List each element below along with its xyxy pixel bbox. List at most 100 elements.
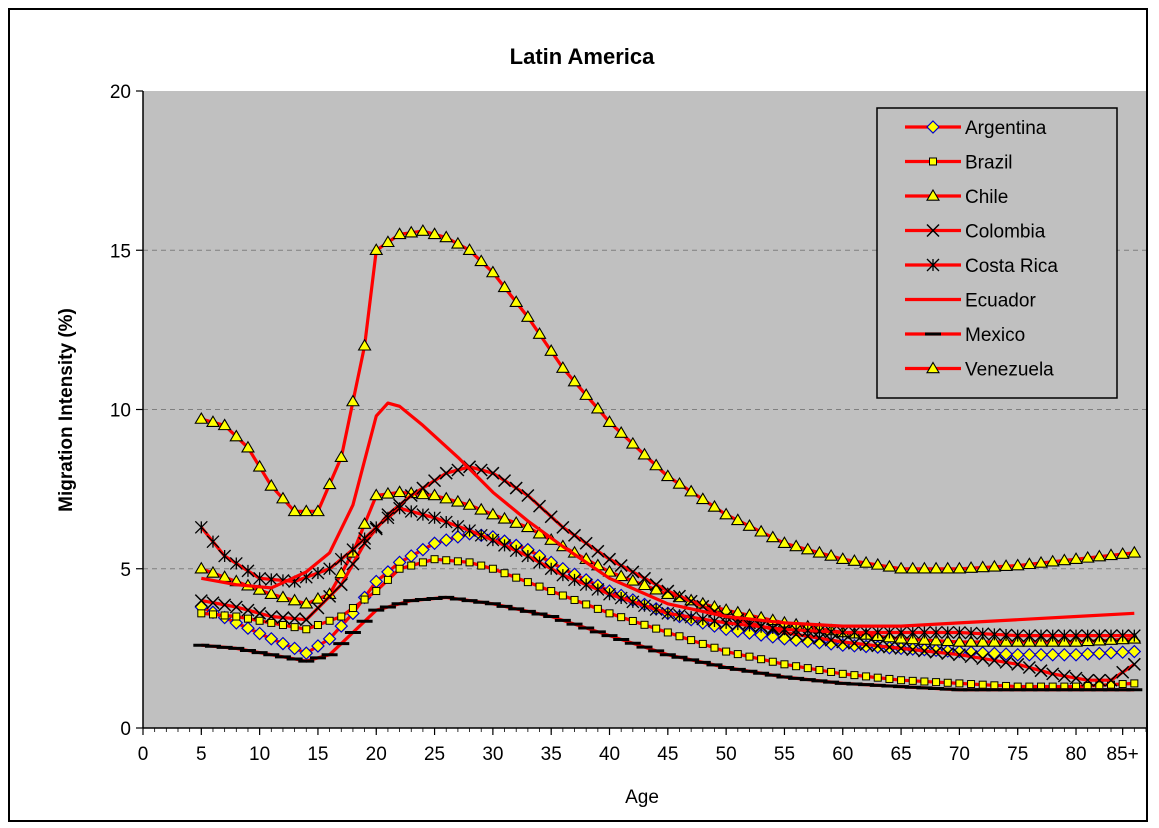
x-tick-label-2: 10 xyxy=(249,744,270,765)
data-point xyxy=(486,466,500,480)
data-point xyxy=(1034,629,1048,643)
data-point xyxy=(544,344,559,356)
data-point xyxy=(614,569,629,582)
data-point xyxy=(754,628,768,642)
data-point xyxy=(882,640,896,654)
data-point xyxy=(302,625,311,634)
data-point xyxy=(218,549,232,563)
data-point xyxy=(322,477,337,490)
data-point xyxy=(358,532,372,545)
x-tick-label-3: 15 xyxy=(307,744,328,765)
data-point xyxy=(567,374,582,387)
data-point xyxy=(1022,660,1036,675)
legend-label: Costa Rica xyxy=(965,256,1058,277)
data-point xyxy=(987,559,1002,572)
data-point xyxy=(264,631,279,646)
data-point xyxy=(1104,645,1118,660)
data-point xyxy=(1057,647,1072,662)
data-point xyxy=(418,558,427,567)
data-point xyxy=(917,561,932,574)
data-point xyxy=(964,650,978,664)
data-point xyxy=(1115,645,1130,660)
data-point xyxy=(745,652,754,661)
data-point xyxy=(862,672,871,681)
legend-marker xyxy=(929,157,937,166)
data-point xyxy=(346,543,360,557)
data-point xyxy=(812,545,827,558)
x-tick-label-7: 35 xyxy=(541,744,562,765)
data-point xyxy=(334,552,348,566)
data-point xyxy=(427,488,442,501)
data-point xyxy=(803,664,812,673)
data-point xyxy=(381,511,395,525)
data-point xyxy=(768,657,777,666)
data-point xyxy=(640,620,649,629)
data-point xyxy=(1081,673,1095,687)
data-point xyxy=(1130,679,1139,688)
data-point xyxy=(451,519,465,533)
data-point xyxy=(392,227,407,240)
data-point xyxy=(932,678,941,687)
data-point xyxy=(579,388,594,400)
data-point xyxy=(1081,629,1095,643)
x-tick-label-0: 0 xyxy=(138,744,149,765)
data-point xyxy=(661,606,675,620)
data-point xyxy=(850,671,859,680)
legend-marker xyxy=(926,361,940,374)
data-point xyxy=(675,632,684,641)
data-point xyxy=(1115,547,1130,559)
data-point xyxy=(952,648,966,662)
data-point xyxy=(940,634,955,647)
data-point xyxy=(451,530,465,544)
x-tick-label-4: 20 xyxy=(366,744,387,765)
data-point xyxy=(334,578,348,592)
data-point xyxy=(500,569,509,578)
data-point xyxy=(602,415,617,427)
data-point xyxy=(719,603,734,615)
legend-marker xyxy=(926,188,940,201)
data-point xyxy=(754,620,768,634)
data-point xyxy=(710,643,719,652)
data-point xyxy=(730,513,745,526)
data-point xyxy=(917,644,931,658)
data-point xyxy=(882,625,896,639)
data-point xyxy=(474,463,488,477)
data-point xyxy=(975,560,990,573)
x-tick-label-8: 40 xyxy=(599,744,620,765)
legend-item-costa-rica: Costa Rica xyxy=(905,256,1058,277)
data-point xyxy=(917,633,932,645)
data-point xyxy=(673,608,686,622)
data-point xyxy=(360,595,369,604)
data-point xyxy=(1127,644,1142,659)
data-point xyxy=(380,235,395,248)
data-point xyxy=(194,411,209,424)
data-point xyxy=(369,243,384,255)
data-point xyxy=(521,488,535,503)
x-tick-label-15: 75 xyxy=(1007,744,1028,765)
data-point xyxy=(521,549,535,563)
series-line-5 xyxy=(201,401,1135,628)
data-point xyxy=(337,612,346,621)
data-point xyxy=(917,625,931,639)
data-point xyxy=(287,593,302,606)
data-point xyxy=(194,520,208,534)
data-point xyxy=(827,667,836,676)
data-point xyxy=(334,619,349,633)
data-point xyxy=(1034,664,1048,678)
data-point xyxy=(906,625,920,639)
x-tick-label-12: 60 xyxy=(832,744,853,765)
data-point xyxy=(299,596,314,609)
data-point xyxy=(1118,680,1127,689)
data-point xyxy=(206,596,220,610)
x-tick-label-16: 80 xyxy=(1065,744,1086,765)
data-point xyxy=(334,450,349,463)
legend-marker xyxy=(926,258,940,272)
data-point xyxy=(474,502,489,515)
legend-label: Chile xyxy=(965,187,1008,208)
data-point xyxy=(252,626,267,641)
data-point xyxy=(684,594,698,608)
legend-label: Mexico xyxy=(965,325,1025,346)
data-point xyxy=(742,518,757,531)
data-point xyxy=(509,295,524,308)
data-point xyxy=(696,612,710,626)
